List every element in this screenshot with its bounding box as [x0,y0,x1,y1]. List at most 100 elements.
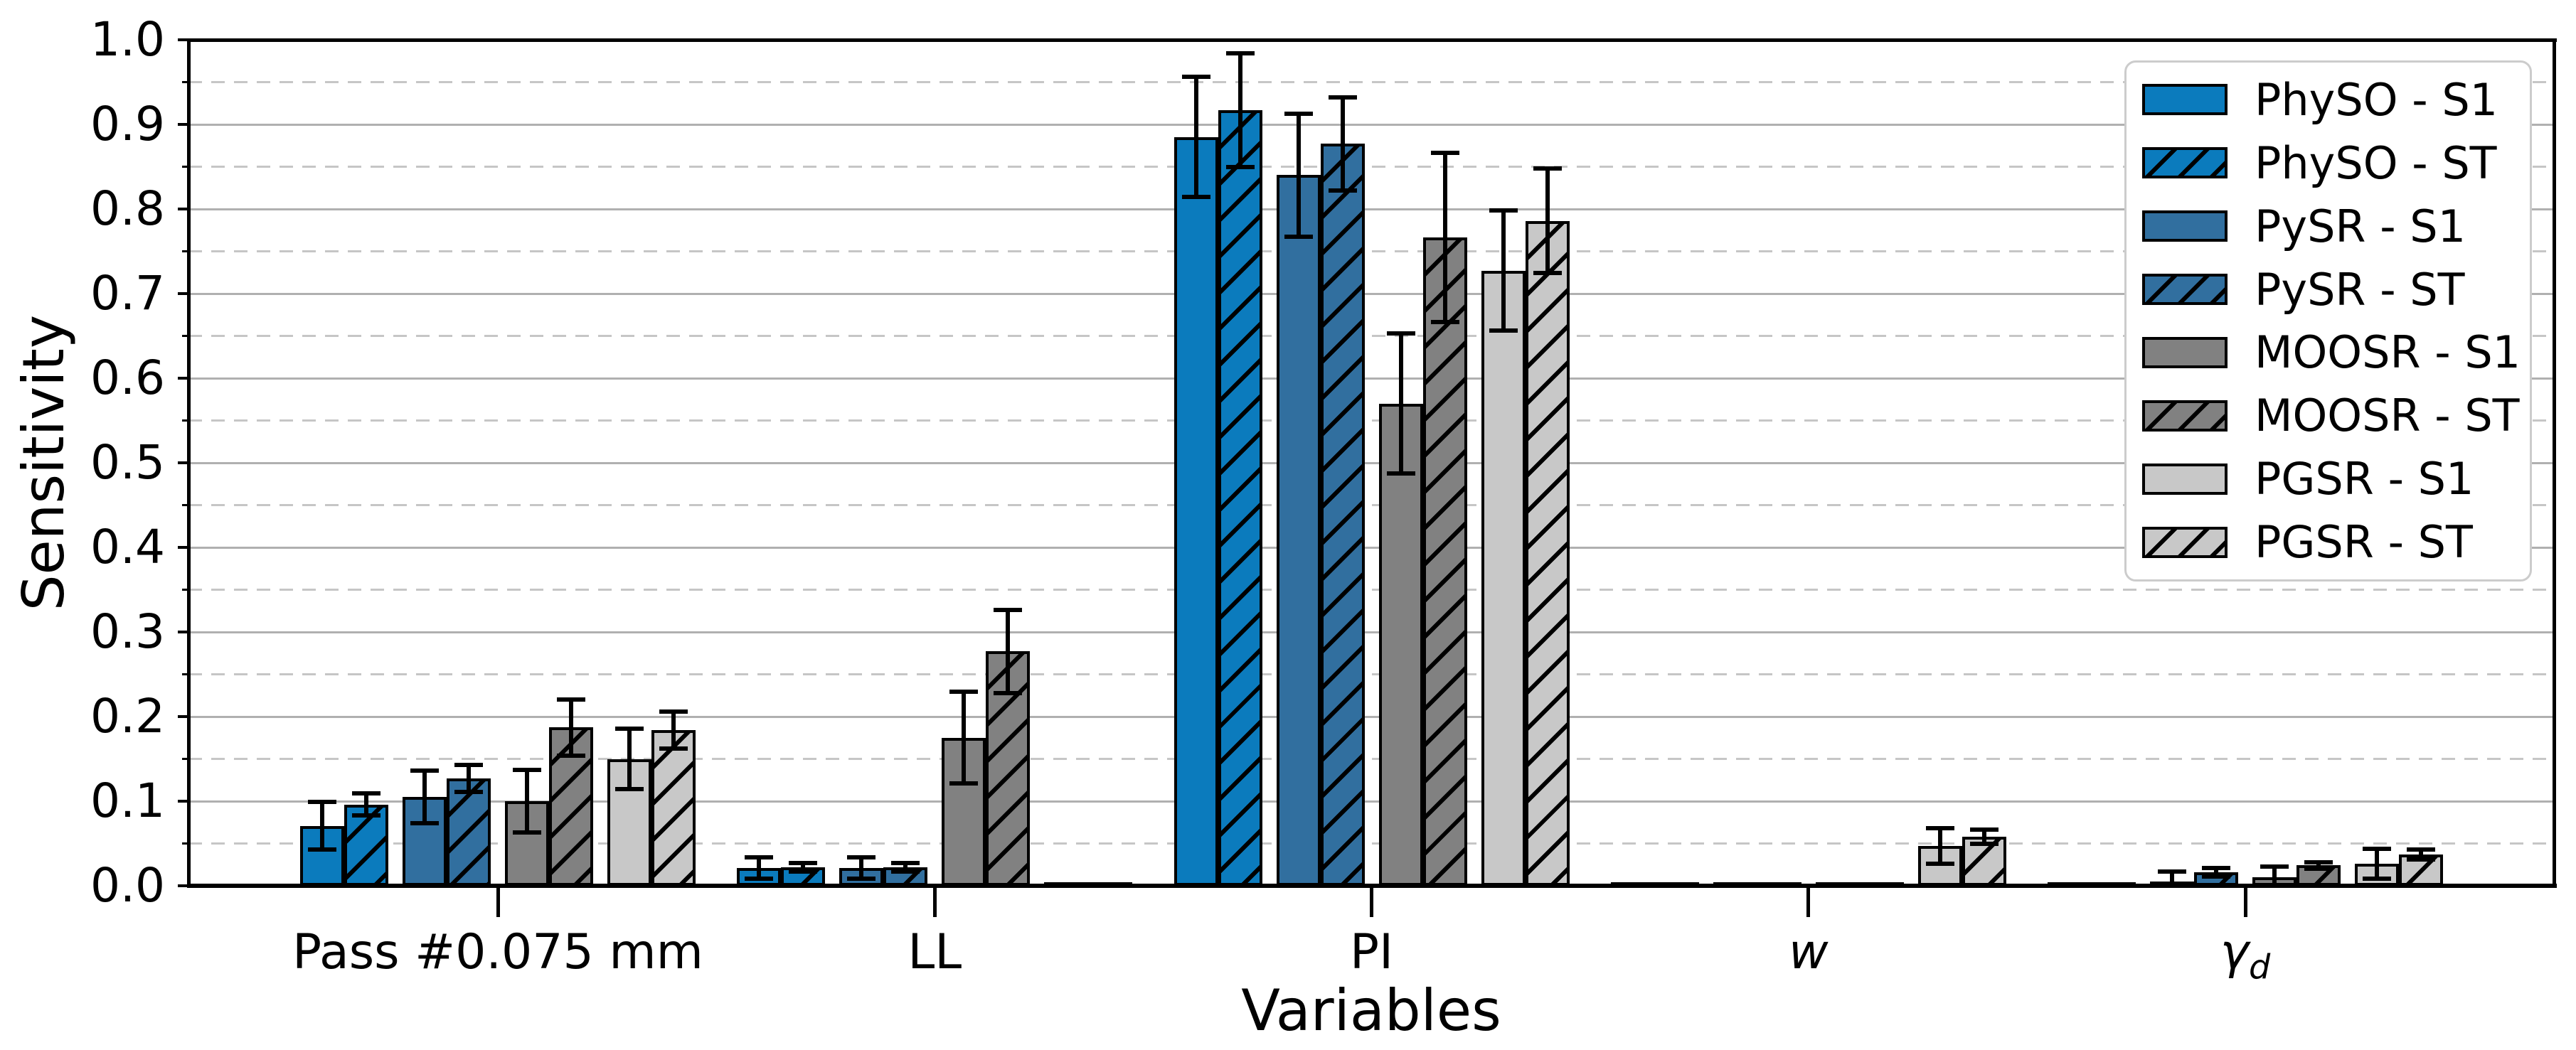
top-spine [187,38,2557,42]
error-bar-cap-top [1328,95,1357,100]
minor-gridline [188,504,2555,506]
error-bar-cap-bottom [1328,188,1357,193]
error-bar-cap-top [1925,826,1954,831]
legend-swatch-hatched [2142,400,2228,432]
error-bar-line [801,862,806,872]
error-bar-cap-bottom [308,847,336,852]
major-gridline [188,631,2555,633]
legend-swatch-hatched [2142,147,2228,179]
y-minor-tick [182,589,188,591]
error-bar-line [2316,862,2321,869]
error-bar-line [1296,113,1301,237]
legend-label: PhySO - ST [2255,136,2497,189]
error-bar-cap-top [847,855,876,859]
error-bar-line [1545,168,1550,274]
legend-entry: PySR - ST [2127,264,2530,316]
major-gridline [188,208,2555,210]
y-major-tick [178,546,188,549]
error-bar-cap-bottom [615,787,644,792]
legend-label: PySR - ST [2255,263,2465,316]
error-bar-cap-bottom [847,877,876,882]
minor-gridline [188,419,2555,422]
error-bar-cap-top [352,791,380,796]
major-gridline [188,715,2555,718]
hatched-bar [447,778,491,886]
error-bar-line [1501,210,1506,331]
error-bar-cap-top [891,860,920,865]
y-minor-tick [182,81,188,83]
minor-gridline [188,589,2555,591]
major-gridline [188,461,2555,464]
error-bar-cap-bottom [1925,862,1954,867]
error-bar-cap-top [615,726,644,731]
legend-entry: PhySO - ST [2127,137,2530,189]
error-bar-cap-top [745,855,774,859]
major-gridline [188,123,2555,126]
y-tick-label: 1.0 [90,12,165,67]
error-bar-line [1937,828,1942,864]
error-bar-cap-top [1386,331,1415,336]
error-bar-cap-top [2363,846,2391,851]
error-bar-cap-top [1430,151,1459,156]
x-major-tick [1370,886,1373,917]
y-major-tick [178,715,188,718]
solid-bar [1276,175,1321,886]
error-bar-line [1006,610,1011,693]
left-spine [187,38,191,887]
x-tick-label: LL [908,924,962,980]
error-bar-line [2272,866,2277,885]
error-bar-cap-bottom [1489,328,1518,333]
error-bar-cap-top [949,690,979,695]
y-tick-label: 0.1 [90,773,165,828]
y-minor-tick [182,758,188,760]
error-bar-line [903,862,908,872]
error-bar-line [467,764,471,792]
error-bar-cap-top [1969,827,1998,832]
error-bar-cap-bottom [1181,195,1210,200]
minor-gridline [188,166,2555,168]
y-major-tick [178,800,188,803]
error-bar-line [1981,830,1986,844]
legend-entry: PGSR - ST [2127,516,2530,568]
error-bar-cap-bottom [1533,271,1562,276]
y-tick-label: 0.7 [90,266,165,321]
y-tick-label: 0.2 [90,689,165,744]
error-bar-cap-bottom [1430,320,1459,325]
y-axis-title: Sensitivity [11,314,77,611]
y-minor-tick [182,419,188,422]
major-gridline [188,292,2555,295]
legend-entry: MOOSR - ST [2127,390,2530,441]
error-bar-line [422,771,427,823]
legend-label: MOOSR - S1 [2255,326,2521,379]
error-bar-cap-bottom [949,781,979,786]
minor-gridline [188,335,2555,337]
error-bar-cap-top [659,709,688,714]
legend-label: MOOSR - ST [2255,390,2520,442]
y-minor-tick [182,842,188,845]
y-tick-label: 0.8 [90,181,165,236]
y-tick-label: 0.3 [90,604,165,659]
y-major-tick [178,123,188,126]
error-bar-cap-bottom [2304,867,2333,872]
y-major-tick [178,208,188,210]
error-bar-cap-bottom [994,690,1023,695]
error-bar-cap-top [1284,111,1313,116]
error-bar-line [569,700,573,756]
solid-bar [1173,136,1218,886]
legend-label: PySR - S1 [2255,200,2466,252]
y-minor-tick [182,504,188,506]
legend-entry: PhySO - S1 [2127,74,2530,126]
error-bar-line [2375,848,2379,879]
error-bar-cap-bottom [2202,874,2230,879]
y-major-tick [178,461,188,464]
error-bar-cap-bottom [789,869,818,874]
x-tick-label: Pass #0.075 mm [292,924,703,980]
error-bar-cap-bottom [1386,471,1415,476]
legend-swatch-solid [2142,463,2228,495]
y-major-tick [178,292,188,295]
minor-gridline [188,250,2555,252]
legend-swatch-solid [2142,210,2228,242]
error-bar-cap-bottom [659,746,688,751]
error-bar-cap-bottom [2363,877,2391,882]
